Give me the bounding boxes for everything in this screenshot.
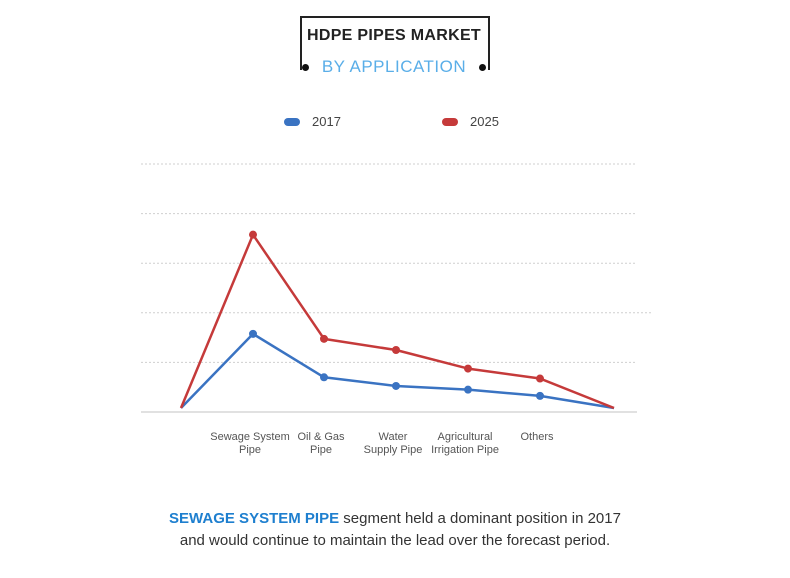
title-frame [300, 16, 490, 70]
data-point-2017-0[interactable] [249, 329, 257, 338]
x-tick-label: Sewage System Pipe [210, 431, 290, 456]
legend-swatch-2025 [442, 117, 458, 126]
legend-item-2025: 2025 [442, 114, 499, 129]
x-tick-label: Others [520, 431, 554, 443]
data-point-2025-3[interactable] [464, 364, 472, 373]
chart-title: HDPE PIPES MARKET [306, 27, 481, 44]
data-point-2017-4[interactable] [536, 391, 544, 400]
series-line-2025 [179, 233, 615, 410]
footer-caption: SEWAGE SYSTEM PIPE segment held a domina… [0, 508, 790, 552]
title-corner-dot-left [302, 64, 309, 71]
legend-label-2025: 2025 [470, 114, 499, 129]
data-point-2017-2[interactable] [392, 381, 400, 390]
footer-text-line1: segment held a dominant position in 2017 [339, 510, 621, 527]
legend-label-2017: 2017 [312, 114, 341, 129]
legend-swatch-2017 [284, 117, 300, 126]
title-corner-dot-right [479, 64, 486, 71]
data-point-2025-0[interactable] [249, 230, 257, 239]
data-point-2025-2[interactable] [392, 346, 400, 354]
footer-text-line2: and would continue to maintain the lead … [179, 532, 611, 549]
chart-subtitle: BY APPLICATION [321, 57, 467, 76]
data-point-2025-1[interactable] [320, 334, 328, 343]
series-line-2017 [180, 332, 615, 410]
x-tick-label: Oil & Gas Pipe [297, 431, 345, 456]
footer-highlight: SEWAGE SYSTEM PIPE [169, 510, 340, 527]
x-tick-label: Water Supply Pipe [363, 431, 423, 456]
data-point-2017-1[interactable] [320, 373, 328, 382]
data-point-2017-3[interactable] [464, 385, 472, 394]
legend-item-2017: 2017 [284, 114, 341, 129]
data-point-2025-4[interactable] [536, 374, 544, 383]
chart-title-box: HDPE PIPES MARKET BY APPLICATION [300, 16, 490, 76]
x-tick-label: Agricultural Irrigation Pipe [431, 431, 499, 456]
